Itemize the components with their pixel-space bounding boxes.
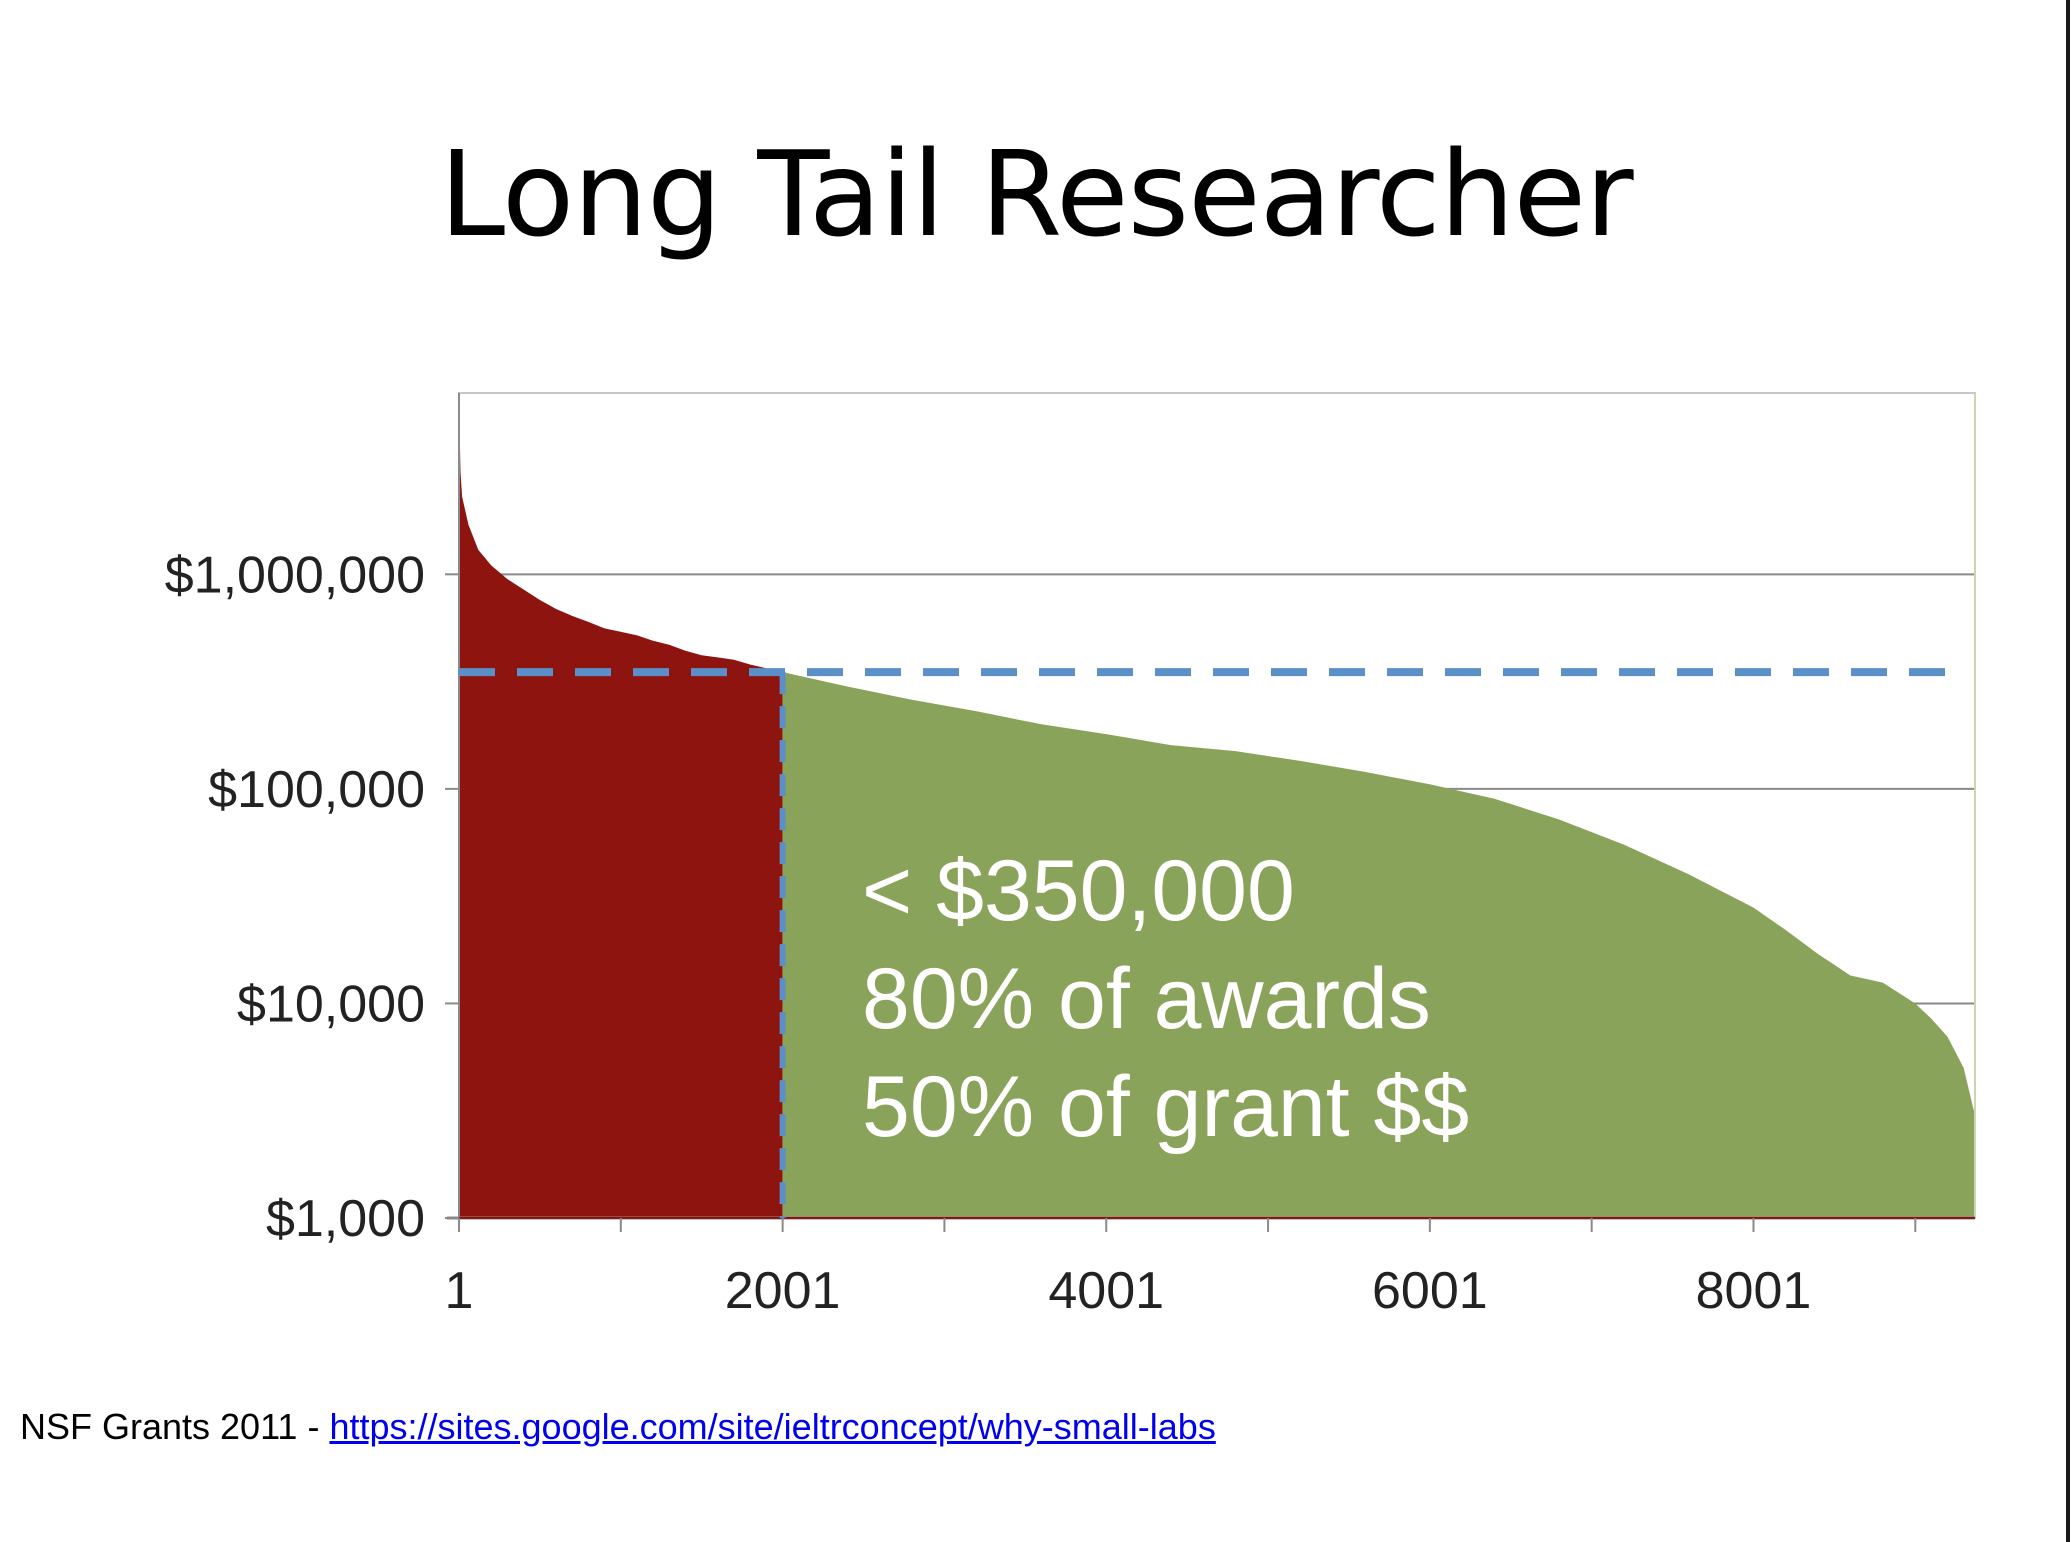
- x-tick-label-8001: 8001: [1696, 1262, 1812, 1320]
- x-tick-label-4001: 4001: [1048, 1262, 1164, 1320]
- y-tick-label-10000: $10,000: [237, 975, 425, 1033]
- x-tick-label-6001: 6001: [1372, 1262, 1488, 1320]
- annotation-line-1: < $350,000: [862, 843, 1295, 939]
- caption-prefix: NSF Grants 2011 -: [20, 1406, 330, 1447]
- area-series-1: [459, 399, 783, 1218]
- x-tick-label-2001: 2001: [725, 1262, 841, 1320]
- y-tick-label-100000: $100,000: [208, 761, 425, 819]
- annotation-line-2: 80% of awards: [862, 951, 1431, 1047]
- source-caption: NSF Grants 2011 - https://sites.google.c…: [20, 1406, 1216, 1448]
- y-tick-label-1000000: $1,000,000: [165, 546, 425, 604]
- x-tick-label-1: 1: [445, 1262, 474, 1320]
- source-link[interactable]: https://sites.google.com/site/ieltrconce…: [329, 1406, 1216, 1447]
- y-tick-label-1000: $1,000: [266, 1190, 425, 1248]
- annotation-line-3: 50% of grant $$: [862, 1059, 1469, 1155]
- area-series-2: [782, 672, 1975, 1218]
- slide-edge: [2066, 0, 2070, 1542]
- slide-title: Long Tail Researcher: [439, 125, 1633, 263]
